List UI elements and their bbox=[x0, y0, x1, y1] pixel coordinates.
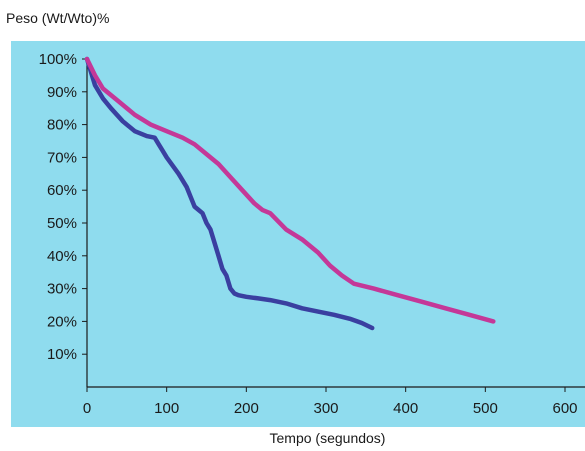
y-axis-label: Peso (Wt/Wto)% bbox=[6, 10, 110, 26]
y-tick-label: 60% bbox=[47, 182, 77, 199]
y-tick-label: 100% bbox=[39, 51, 77, 68]
y-tick-label: 50% bbox=[47, 215, 77, 232]
x-tick-label: 600 bbox=[552, 400, 577, 417]
y-tick-label: 30% bbox=[47, 281, 77, 298]
x-tick-label: 0 bbox=[83, 400, 91, 417]
plot-background bbox=[11, 41, 585, 427]
series-line-1 bbox=[84, 56, 375, 331]
y-tick-label: 40% bbox=[47, 248, 77, 265]
x-tick-label: 300 bbox=[313, 400, 338, 417]
tick-labels: 10% 20% 30% 40% 50% 60% 70% 80% 90% 100% 0 100 200 30… bbox=[39, 51, 578, 417]
y-tick-label: 90% bbox=[47, 84, 77, 101]
series-lines bbox=[84, 56, 496, 331]
y-tick-label: 80% bbox=[47, 117, 77, 134]
x-axis-label: Tempo (segundos) bbox=[269, 430, 386, 446]
x-tick-label: 400 bbox=[393, 400, 418, 417]
series-line-2 bbox=[84, 56, 496, 324]
line-chart: 10% 20% 30% 40% 50% 60% 70% 80% 90% 100% 0 100 200 30… bbox=[11, 41, 585, 427]
x-tick-label: 100 bbox=[154, 400, 179, 417]
y-tick-label: 10% bbox=[47, 346, 77, 363]
x-tick-label: 200 bbox=[234, 400, 259, 417]
y-tick-label: 70% bbox=[47, 149, 77, 166]
x-tick-label: 500 bbox=[473, 400, 498, 417]
y-tick-label: 20% bbox=[47, 313, 77, 330]
axes bbox=[82, 58, 585, 392]
